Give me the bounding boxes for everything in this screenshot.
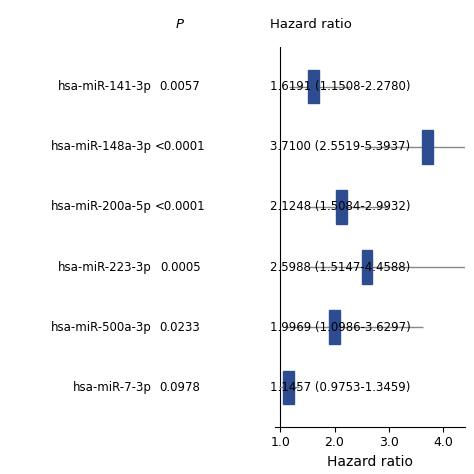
Text: 1.9969 (1.0986-3.6297): 1.9969 (1.0986-3.6297)	[270, 321, 411, 334]
Text: <0.0001: <0.0001	[155, 140, 205, 153]
Bar	[329, 310, 340, 344]
Text: hsa-miR-148a-3p: hsa-miR-148a-3p	[51, 140, 152, 153]
Text: Hazard ratio: Hazard ratio	[270, 18, 352, 31]
X-axis label: Hazard ratio: Hazard ratio	[327, 455, 413, 469]
Bar	[362, 250, 373, 284]
Text: 1.1457 (0.9753-1.3459): 1.1457 (0.9753-1.3459)	[270, 381, 410, 394]
Text: hsa-miR-500a-3p: hsa-miR-500a-3p	[51, 321, 152, 334]
Text: 2.5988 (1.5147-4.4588): 2.5988 (1.5147-4.4588)	[270, 261, 410, 273]
Text: <0.0001: <0.0001	[155, 201, 205, 213]
Text: 1.6191 (1.1508-2.2780): 1.6191 (1.1508-2.2780)	[270, 80, 410, 93]
Text: hsa-miR-141-3p: hsa-miR-141-3p	[58, 80, 152, 93]
Text: 0.0005: 0.0005	[160, 261, 201, 273]
Bar	[336, 190, 346, 224]
Text: 0.0233: 0.0233	[160, 321, 201, 334]
Text: hsa-miR-223-3p: hsa-miR-223-3p	[58, 261, 152, 273]
Text: 3.7100 (2.5519-5.3937): 3.7100 (2.5519-5.3937)	[270, 140, 410, 153]
Text: hsa-miR-200a-5p: hsa-miR-200a-5p	[51, 201, 152, 213]
Text: 2.1248 (1.5084-2.9932): 2.1248 (1.5084-2.9932)	[270, 201, 410, 213]
Text: hsa-miR-7-3p: hsa-miR-7-3p	[73, 381, 152, 394]
Bar	[309, 70, 319, 103]
Text: 0.0057: 0.0057	[160, 80, 201, 93]
Bar	[422, 130, 433, 164]
Bar	[283, 371, 294, 404]
Text: 0.0978: 0.0978	[160, 381, 201, 394]
Text: P: P	[176, 18, 184, 31]
